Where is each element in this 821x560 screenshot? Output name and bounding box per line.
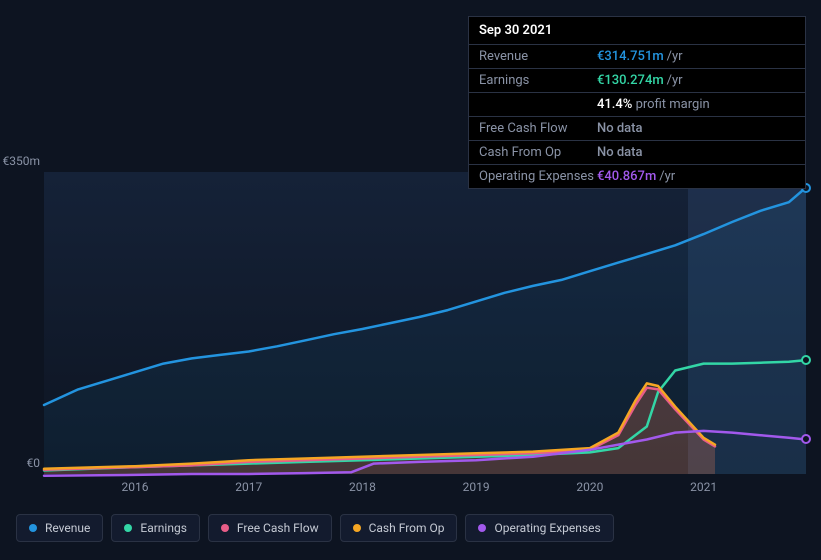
x-axis-label: 2018 [349,480,376,494]
y-axis-label-zero: €0 [0,456,40,470]
data-tooltip: Sep 30 2021 Revenue€314.751m/yrEarnings€… [468,16,806,189]
series-end-dot [801,355,811,365]
legend-item[interactable]: Cash From Op [340,514,458,542]
tooltip-row-value: €314.751m/yr [597,49,683,64]
tooltip-row: Earnings€130.274m/yr [469,69,805,93]
x-axis: 2016 2017 2018 2019 2020 2021 [44,480,806,500]
tooltip-date: Sep 30 2021 [469,17,805,45]
x-axis-label: 2017 [235,480,262,494]
tooltip-row: Revenue€314.751m/yr [469,45,805,69]
tooltip-row-value: €40.867m/yr [597,169,675,184]
x-axis-label: 2019 [463,480,490,494]
legend-item[interactable]: Free Cash Flow [208,514,332,542]
tooltip-row-label: Free Cash Flow [479,121,597,136]
tooltip-row-label: Earnings [479,73,597,88]
legend-item[interactable]: Revenue [16,514,103,542]
y-axis-label-max: €350m [0,154,40,168]
legend-label: Operating Expenses [494,521,600,535]
legend: Revenue Earnings Free Cash Flow Cash From O… [16,514,614,542]
legend-label: Earnings [140,521,187,535]
chart-container: Sep 30 2021 Revenue€314.751m/yrEarnings€… [0,0,821,560]
legend-label: Revenue [45,521,90,535]
legend-item[interactable]: Operating Expenses [465,514,613,542]
tooltip-rows: Revenue€314.751m/yrEarnings€130.274m/yr4… [469,45,805,188]
tooltip-row: Cash From OpNo data [469,141,805,165]
legend-dot-icon [478,524,486,532]
legend-dot-icon [29,524,37,532]
legend-dot-icon [221,524,229,532]
tooltip-row-label: Operating Expenses [479,169,597,184]
tooltip-row: Free Cash FlowNo data [469,117,805,141]
x-axis-label: 2021 [690,480,717,494]
tooltip-row: Operating Expenses€40.867m/yr [469,165,805,188]
tooltip-row-label: Revenue [479,49,597,64]
legend-dot-icon [124,524,132,532]
legend-dot-icon [353,524,361,532]
x-axis-label: 2020 [576,480,603,494]
tooltip-row-value: €130.274m/yr [597,73,683,88]
tooltip-subrow: 41.4% profit margin [469,93,805,117]
legend-item[interactable]: Earnings [111,514,200,542]
legend-label: Free Cash Flow [237,521,319,535]
x-axis-label: 2016 [121,480,148,494]
tooltip-row-value: No data [597,121,643,136]
legend-label: Cash From Op [369,521,445,535]
tooltip-row-value: No data [597,145,643,160]
series-end-dot [801,434,811,444]
tooltip-row-label: Cash From Op [479,145,597,160]
chart-svg [44,172,806,474]
